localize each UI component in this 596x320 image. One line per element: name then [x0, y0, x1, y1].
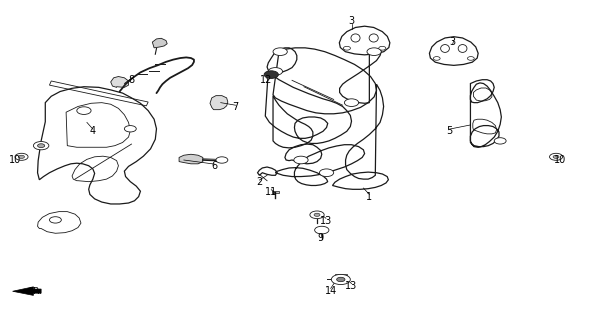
Text: 2: 2 [256, 177, 262, 187]
Circle shape [268, 68, 283, 75]
Circle shape [337, 277, 345, 282]
Text: 14: 14 [325, 286, 337, 296]
Circle shape [550, 153, 563, 160]
Text: 10: 10 [554, 155, 566, 165]
Circle shape [33, 141, 49, 150]
Circle shape [77, 107, 91, 115]
Bar [272, 191, 279, 194]
Text: 1: 1 [367, 192, 372, 202]
Circle shape [467, 57, 474, 60]
Circle shape [378, 46, 386, 50]
Polygon shape [13, 287, 41, 295]
Text: 12: 12 [260, 75, 273, 85]
Text: 3: 3 [449, 37, 456, 47]
Polygon shape [111, 76, 129, 87]
Circle shape [315, 226, 329, 234]
Bar [335, 274, 347, 277]
Text: 11: 11 [265, 187, 277, 197]
Circle shape [38, 144, 45, 148]
Text: 5: 5 [446, 126, 453, 136]
Circle shape [314, 213, 320, 216]
Polygon shape [153, 38, 167, 48]
Circle shape [433, 57, 440, 60]
Text: 10: 10 [10, 155, 21, 165]
Circle shape [264, 71, 278, 78]
Text: 13: 13 [346, 281, 358, 291]
Text: 3: 3 [349, 16, 355, 27]
Polygon shape [210, 96, 228, 110]
Circle shape [494, 138, 506, 144]
Circle shape [15, 153, 28, 160]
Text: 8: 8 [129, 75, 135, 85]
Circle shape [319, 169, 334, 177]
Circle shape [367, 48, 381, 55]
Circle shape [344, 99, 359, 107]
Text: FR.: FR. [27, 287, 42, 296]
Circle shape [331, 274, 350, 284]
Text: 13: 13 [320, 216, 332, 226]
Circle shape [125, 125, 136, 132]
Circle shape [216, 157, 228, 163]
Polygon shape [179, 154, 203, 164]
Circle shape [273, 48, 287, 55]
Circle shape [553, 155, 559, 158]
Text: 4: 4 [90, 126, 96, 136]
Circle shape [343, 46, 350, 50]
Circle shape [49, 217, 61, 223]
Text: 7: 7 [232, 102, 238, 112]
Circle shape [294, 156, 308, 164]
Text: 9: 9 [318, 233, 324, 243]
Circle shape [18, 155, 24, 158]
Text: 6: 6 [212, 161, 218, 172]
Circle shape [310, 211, 324, 219]
